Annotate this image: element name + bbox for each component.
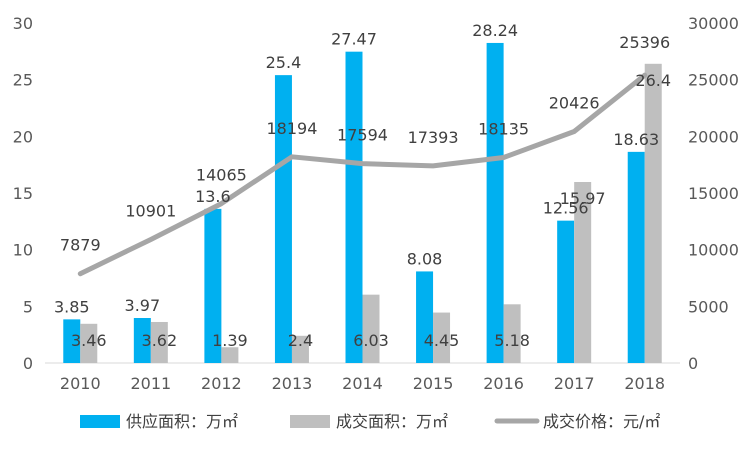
y-left-tick-label: 25 — [13, 71, 33, 90]
deal-bar — [150, 321, 168, 363]
deal-data-label: 5.18 — [494, 331, 530, 350]
price-data-label: 10901 — [125, 201, 176, 220]
supply-bar — [486, 42, 504, 364]
y-right-tick-label: 10000 — [688, 241, 739, 260]
deal-data-label: 3.46 — [71, 331, 107, 350]
price-line-path — [77, 72, 648, 277]
deal-bar — [80, 323, 98, 363]
y-right-tick-label: 5000 — [688, 297, 729, 316]
x-tick-label: 2018 — [624, 374, 665, 393]
deal-data-label: 2.4 — [288, 331, 313, 350]
legend: 供应面积：万㎡ 成交面积：万㎡ 成交价格：元/㎡ — [80, 412, 660, 431]
supply-data-label: 28.24 — [472, 21, 518, 40]
legend-swatch-supply — [80, 415, 120, 428]
x-tick-label: 2012 — [201, 374, 242, 393]
price-data-label: 7879 — [60, 236, 101, 255]
y-left-tick-label: 30 — [13, 14, 33, 33]
data-labels: 3.85 3.46 7879 3.97 3.62 10901 13.6 1.39 14065 25… — [54, 21, 671, 350]
bars — [63, 42, 662, 364]
y-left-tick-label: 10 — [13, 241, 33, 260]
supply-bar — [345, 51, 363, 363]
supply-bar — [274, 75, 292, 363]
supply-data-label: 27.47 — [331, 30, 377, 49]
price-data-label: 17594 — [337, 126, 388, 145]
supply-data-label: 3.97 — [125, 296, 161, 315]
price-data-label: 17393 — [408, 128, 459, 147]
y-right-tick-label: 0 — [688, 354, 698, 373]
deal-bar — [362, 294, 380, 363]
y-right-tick-label: 25000 — [688, 71, 739, 90]
price-data-label: 20426 — [549, 94, 600, 113]
deal-bar — [291, 335, 309, 363]
deal-bar — [574, 182, 592, 363]
x-tick-label: 2014 — [342, 374, 383, 393]
deal-data-label: 4.45 — [424, 331, 460, 350]
supply-data-label: 18.63 — [613, 130, 659, 149]
deal-bar — [503, 304, 521, 363]
supply-bar — [133, 318, 151, 363]
price-line — [77, 72, 648, 277]
y-left-tick-label: 20 — [13, 127, 33, 146]
supply-bar — [204, 208, 222, 363]
y-right-tick-label: 30000 — [688, 14, 739, 33]
supply-data-label: 3.85 — [54, 297, 90, 316]
x-tick-label: 2015 — [413, 374, 454, 393]
legend-label-deal: 成交面积：万㎡ — [336, 412, 448, 431]
deal-bar — [644, 63, 662, 364]
y-left-tick-label: 0 — [23, 354, 33, 373]
supply-bar — [627, 151, 645, 363]
supply-data-label: 12.56 — [543, 199, 589, 218]
legend-label-supply: 供应面积：万㎡ — [126, 412, 238, 431]
deal-data-label: 26.4 — [635, 71, 671, 90]
x-tick-label: 2016 — [483, 374, 524, 393]
supply-data-label: 25.4 — [266, 53, 302, 72]
deal-bar — [433, 312, 451, 363]
y-right-tick-label: 20000 — [688, 127, 739, 146]
axes: 0 5 10 15 20 25 30 0 5000 10000 15000 20000 25000 300… — [13, 14, 739, 393]
legend-label-price: 成交价格：元/㎡ — [543, 412, 660, 431]
y-right-tick-label: 15000 — [688, 184, 739, 203]
supply-bar — [416, 271, 434, 363]
deal-data-label: 1.39 — [212, 331, 248, 350]
deal-data-label: 15.97 — [560, 189, 606, 208]
y-left-tick-label: 15 — [13, 184, 33, 203]
legend-swatch-deal — [290, 415, 330, 428]
x-tick-label: 2010 — [60, 374, 101, 393]
supply-bar — [63, 319, 81, 363]
x-tick-label: 2017 — [554, 374, 595, 393]
supply-bar — [557, 220, 575, 363]
deal-data-label: 6.03 — [353, 331, 389, 350]
supply-data-label: 13.6 — [195, 187, 231, 206]
price-data-label: 18194 — [266, 119, 317, 138]
price-data-label: 18135 — [478, 119, 529, 138]
x-tick-label: 2011 — [130, 374, 171, 393]
price-data-label: 25396 — [619, 33, 670, 52]
x-tick-label: 2013 — [272, 374, 313, 393]
price-data-label: 14065 — [196, 166, 247, 185]
deal-data-label: 3.62 — [142, 331, 178, 350]
supply-data-label: 8.08 — [407, 249, 443, 268]
y-left-tick-label: 5 — [23, 297, 33, 316]
deal-bar — [221, 347, 239, 363]
